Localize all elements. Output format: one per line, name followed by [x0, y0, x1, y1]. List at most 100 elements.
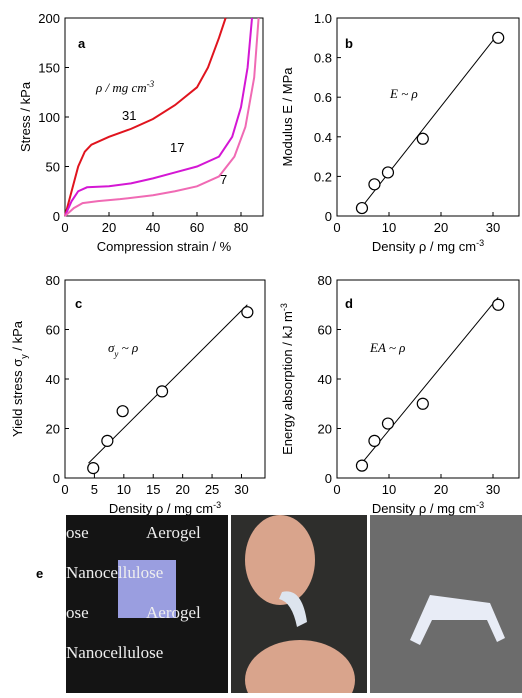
x-tick-label: 15: [146, 482, 160, 497]
y-axis-label: Energy absorption / kJ m-3: [279, 303, 295, 455]
finger: [245, 515, 315, 605]
photo-text: Aerogel: [146, 523, 201, 542]
annotation-part: EA ~ ρ: [369, 340, 405, 355]
data-point: [416, 132, 429, 145]
panel-letter: b: [345, 36, 353, 51]
annotation: ρ / mg cm-3: [95, 79, 155, 95]
y-tick-label: 100: [38, 110, 60, 125]
finger: [245, 640, 355, 698]
y-axis-label-part: Energy absorption / kJ m: [280, 311, 295, 455]
data-point: [416, 397, 429, 410]
panel-letter: c: [75, 296, 82, 311]
y-tick-label: 60: [318, 323, 332, 338]
data-point: [241, 306, 254, 319]
fit-line: [357, 297, 499, 469]
x-tick-label: 5: [91, 482, 98, 497]
y-tick-label: 80: [46, 273, 60, 288]
y-axis-label-part: Stress / kPa: [18, 81, 33, 152]
x-tick-label: 10: [382, 220, 396, 235]
series-label: 17: [170, 140, 184, 155]
x-tick-label: 60: [190, 220, 204, 235]
y-tick-label: 0: [325, 209, 332, 224]
folded-sample: [410, 595, 505, 645]
y-axis-label-part: Yield stress σ: [10, 359, 25, 437]
data-point: [101, 434, 114, 447]
plot-frame: [336, 279, 520, 479]
x-tick-label: 0: [61, 220, 68, 235]
y-tick-label: 0: [53, 209, 60, 224]
stress-curve: [64, 17, 253, 217]
fit-line: [88, 304, 248, 464]
x-tick-label: 30: [486, 482, 500, 497]
data-point: [368, 178, 381, 191]
x-axis-label: Density ρ / mg cm-3: [109, 500, 221, 516]
y-tick-label: 0.6: [314, 90, 332, 105]
y-axis-label: Yield stress σy / kPa: [10, 320, 29, 437]
stress-curve: [64, 17, 260, 217]
fit-line: [357, 33, 499, 213]
x-axis-label-part: -3: [476, 500, 484, 510]
data-point: [381, 417, 395, 430]
plot-frame: [336, 17, 520, 217]
x-axis-label-part: Compression strain / %: [97, 239, 232, 254]
data-point: [116, 405, 129, 418]
y-axis-label-part: -3: [279, 303, 289, 311]
x-tick-label: 20: [102, 220, 116, 235]
y-tick-label: 40: [318, 372, 332, 387]
y-tick-label: 0: [325, 471, 332, 486]
data-point: [155, 385, 169, 398]
x-axis-label: Density ρ / mg cm-3: [372, 500, 484, 516]
annotation: E ~ ρ: [389, 86, 418, 101]
panel-letter: d: [345, 296, 353, 311]
series-label: 31: [122, 108, 136, 123]
data-point: [492, 31, 505, 44]
annotation-part: ~ ρ: [118, 340, 138, 355]
data-point: [381, 166, 395, 179]
y-axis-label: Stress / kPa: [18, 81, 33, 152]
y-tick-label: 0.2: [314, 169, 332, 184]
x-axis-label-part: -3: [213, 500, 221, 510]
data-point: [355, 459, 369, 472]
x-tick-label: 20: [175, 482, 189, 497]
y-tick-label: 200: [38, 11, 60, 26]
x-tick-label: 0: [333, 482, 340, 497]
x-tick-label: 25: [205, 482, 219, 497]
annotation-part: ρ / mg cm: [95, 80, 147, 95]
x-axis-label: Compression strain / %: [97, 239, 232, 254]
stress-curve: [64, 17, 227, 217]
y-tick-label: 50: [46, 160, 60, 175]
data-point: [492, 298, 505, 311]
y-tick-label: 1.0: [314, 11, 332, 26]
y-axis-label: Modulus E / MPa: [280, 67, 295, 167]
x-axis-label-part: Density ρ / mg cm: [109, 501, 213, 516]
annotation-part: -3: [147, 79, 155, 89]
x-axis-label: Density ρ / mg cm-3: [372, 238, 484, 254]
photo-text: ose: [66, 603, 89, 622]
y-tick-label: 20: [46, 422, 60, 437]
x-tick-label: 0: [333, 220, 340, 235]
x-tick-label: 20: [434, 482, 448, 497]
annotation-part: σ: [108, 340, 115, 355]
photos: [66, 515, 522, 698]
x-tick-label: 10: [117, 482, 131, 497]
y-tick-label: 60: [46, 323, 60, 338]
photo-text: ose: [66, 523, 89, 542]
y-axis-label-part: Modulus E / MPa: [280, 67, 295, 167]
annotation: EA ~ ρ: [369, 340, 405, 355]
x-axis-label-part: Density ρ / mg cm: [372, 239, 476, 254]
annotation-part: E ~ ρ: [389, 86, 418, 101]
panel-letter: a: [78, 36, 86, 51]
x-tick-label: 0: [61, 482, 68, 497]
y-tick-label: 150: [38, 61, 60, 76]
x-axis-label-part: -3: [476, 238, 484, 248]
y-axis-label-part: y: [19, 354, 29, 359]
x-tick-label: 40: [146, 220, 160, 235]
x-tick-label: 10: [382, 482, 396, 497]
series-label: 7: [220, 172, 227, 187]
y-tick-label: 80: [318, 273, 332, 288]
x-tick-label: 80: [234, 220, 248, 235]
y-axis-label-part: / kPa: [10, 320, 25, 354]
data-point: [87, 462, 100, 475]
photo-text: Aerogel: [146, 603, 201, 622]
